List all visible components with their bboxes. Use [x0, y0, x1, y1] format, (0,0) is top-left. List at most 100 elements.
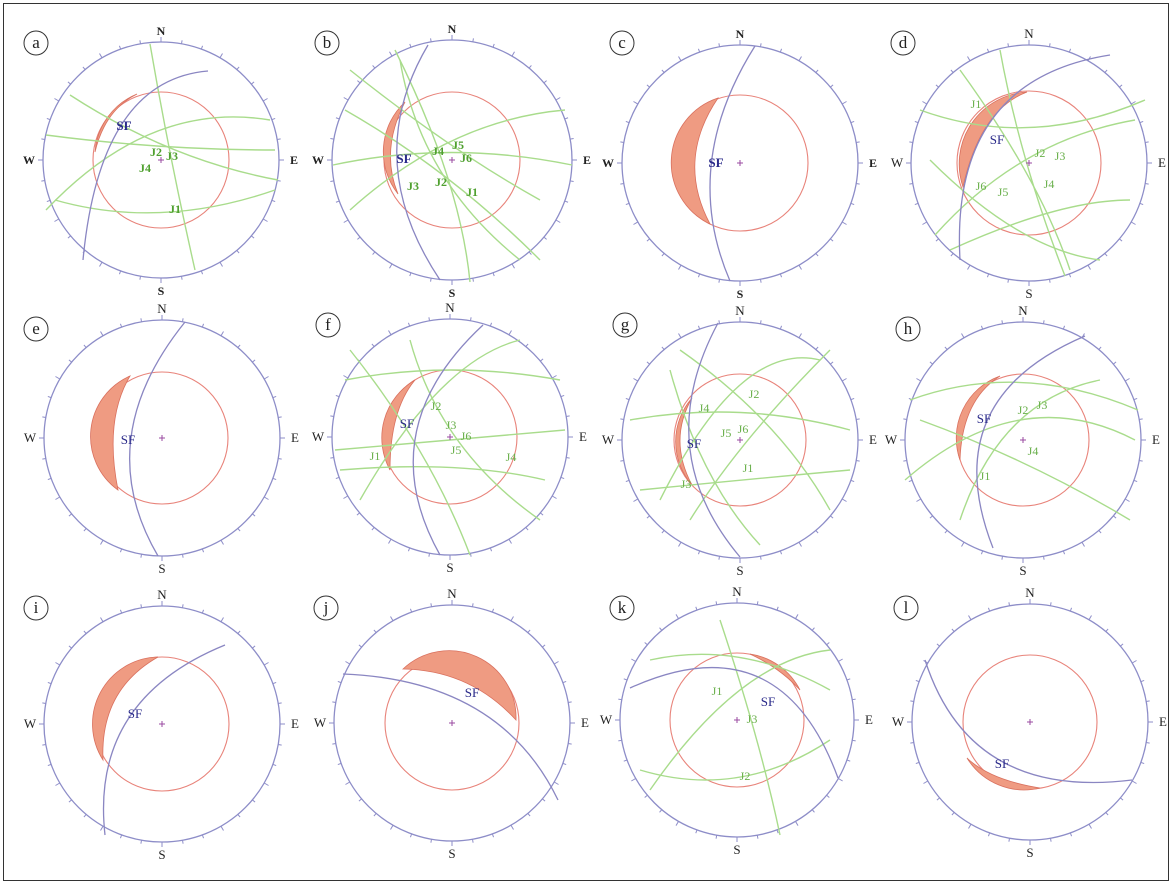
- tick-mark: [236, 66, 240, 70]
- joint-great-circle: [344, 369, 561, 381]
- stereonet-panel-i: N S E Wi SF: [23, 587, 299, 862]
- azimuth-ticks: [38, 37, 284, 283]
- tick-mark: [830, 361, 834, 365]
- panel-label-badge: [609, 30, 635, 56]
- tick-mark: [950, 253, 954, 257]
- tick-mark: [371, 527, 375, 531]
- tick-mark: [935, 84, 939, 88]
- tick-mark: [697, 550, 701, 555]
- joint-label-j1: J1: [980, 469, 991, 483]
- tick-mark: [1007, 279, 1010, 283]
- joint-great-circle: [649, 649, 831, 791]
- failure-wedge: [90, 375, 131, 491]
- tick-mark: [646, 84, 650, 88]
- failure-wedge: [92, 656, 159, 762]
- tick-mark: [527, 813, 531, 817]
- tick-mark: [916, 378, 922, 382]
- joint-label-j4: J4: [1044, 177, 1055, 191]
- stereonet-panel-b: N S E Wb SF J5 J4 J6 J3 J2 J1: [312, 22, 591, 300]
- azimuth-ticks: [327, 314, 573, 560]
- joint-great-circle: [639, 469, 851, 491]
- tick-mark: [633, 498, 639, 502]
- failure-wedge: [94, 93, 138, 153]
- tick-mark: [980, 550, 984, 555]
- tick-mark: [237, 630, 241, 634]
- tick-mark: [841, 221, 847, 225]
- tick-mark: [1139, 418, 1143, 421]
- tick-mark: [852, 698, 856, 701]
- tick-mark: [841, 101, 847, 105]
- joint-label-j4: J4: [139, 161, 151, 175]
- tick-mark: [1105, 628, 1109, 632]
- tick-mark: [568, 701, 572, 704]
- tick-mark: [1098, 346, 1102, 350]
- tick-mark: [528, 251, 532, 255]
- tick-mark: [508, 538, 512, 544]
- tick-mark: [528, 65, 532, 69]
- slope-face-great-circle: [128, 321, 186, 557]
- tick-mark: [263, 496, 269, 500]
- tick-mark: [631, 658, 636, 662]
- north-label: N: [157, 587, 167, 602]
- slope-face-great-circle: [82, 70, 209, 261]
- tick-mark: [47, 477, 52, 481]
- joint-label-j1: J1: [466, 185, 478, 199]
- tick-mark: [986, 48, 990, 53]
- tick-mark: [335, 476, 340, 480]
- tick-mark: [373, 813, 377, 817]
- tick-mark: [570, 138, 574, 140]
- tick-mark: [472, 278, 474, 282]
- tick-mark: [388, 330, 392, 336]
- stereonet-panel-l: N S E Wl SF: [892, 585, 1167, 860]
- tick-mark: [1124, 378, 1130, 382]
- tick-mark: [358, 644, 362, 648]
- joint-great-circle: [339, 465, 546, 481]
- tick-mark: [430, 38, 432, 42]
- tick-mark: [181, 318, 184, 322]
- tick-mark: [330, 138, 334, 140]
- tick-mark: [139, 40, 142, 44]
- tick-mark: [42, 457, 46, 460]
- tick-mark: [42, 743, 46, 746]
- tick-mark: [527, 629, 531, 633]
- tick-mark: [961, 333, 965, 339]
- tick-mark: [623, 678, 628, 681]
- tick-mark: [345, 781, 351, 785]
- tick-mark: [856, 182, 860, 185]
- north-label: N: [1018, 303, 1028, 318]
- tick-mark: [1133, 397, 1138, 401]
- tick-mark: [620, 418, 624, 421]
- tick-mark: [278, 702, 282, 705]
- tick-mark: [489, 547, 493, 552]
- tick-mark: [271, 199, 276, 203]
- tick-mark: [631, 778, 636, 782]
- tick-mark: [1008, 838, 1011, 842]
- tick-mark: [718, 556, 721, 560]
- tick-mark: [68, 645, 72, 649]
- tick-mark: [272, 395, 277, 399]
- slope-face-great-circle: [629, 667, 839, 779]
- north-label: N: [736, 27, 745, 41]
- tick-mark: [798, 56, 802, 62]
- tick-mark: [251, 81, 255, 85]
- tick-mark: [553, 661, 559, 665]
- joint-label-j3: J3: [747, 712, 758, 726]
- tick-mark: [811, 627, 815, 631]
- tick-mark: [1008, 602, 1011, 606]
- panel-label-badge: [895, 316, 921, 342]
- tick-mark: [428, 317, 431, 321]
- tick-mark: [759, 279, 762, 283]
- tick-mark: [200, 270, 204, 275]
- panel-label: g: [621, 315, 630, 334]
- tick-mark: [430, 839, 433, 843]
- tick-mark: [1062, 325, 1066, 330]
- azimuth-ticks: [329, 600, 575, 846]
- tick-mark: [55, 376, 61, 380]
- panel-label: a: [32, 33, 40, 52]
- joint-label-j1: J1: [712, 684, 723, 698]
- tick-mark: [644, 794, 648, 798]
- tick-mark: [55, 782, 61, 786]
- south-label: S: [1026, 845, 1033, 860]
- tick-mark: [335, 117, 340, 120]
- stereonet-panel-e: N S E We SF: [23, 301, 299, 576]
